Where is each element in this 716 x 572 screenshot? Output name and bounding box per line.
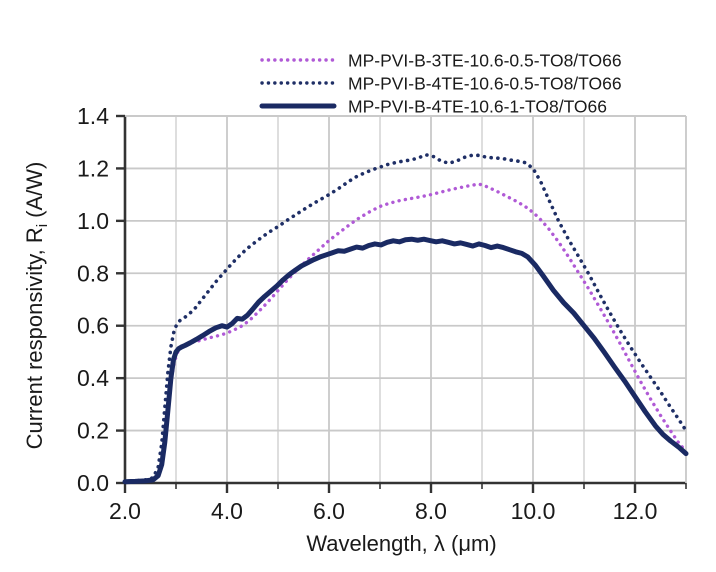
x-tick-label: 2.0 bbox=[109, 498, 141, 524]
x-tick-label: 6.0 bbox=[313, 498, 345, 524]
data-series bbox=[122, 153, 689, 485]
x-tick-label: 12.0 bbox=[613, 498, 658, 524]
x-tick-labels: 2.0 4.0 6.0 8.0 10.0 12.0 bbox=[109, 498, 657, 524]
y-tick-label: 0.0 bbox=[77, 470, 109, 496]
x-tick-label: 8.0 bbox=[415, 498, 447, 524]
y-tick-labels: 0.0 0.2 0.4 0.6 0.8 1.0 1.2 1.4 bbox=[77, 103, 109, 496]
chart-legend[interactable]: MP-PVI-B-3TE-10.6-0.5-TO8/TO66 MP-PVI-B-4… bbox=[259, 51, 622, 117]
x-axis-title: Wavelength, λ (μm) bbox=[306, 531, 496, 556]
x-tick-label: 4.0 bbox=[211, 498, 243, 524]
y-tick-label: 0.6 bbox=[77, 313, 109, 339]
series-line-2 bbox=[123, 153, 688, 484]
y-tick-label: 0.4 bbox=[77, 365, 109, 391]
legend-label-1[interactable]: MP-PVI-B-3TE-10.6-0.5-TO8/TO66 bbox=[348, 51, 622, 71]
y-tick-label: 1.2 bbox=[77, 155, 109, 181]
y-axis-title: Current responsivity, Ri (A/W) bbox=[22, 162, 51, 450]
y-tick-label: 0.2 bbox=[77, 418, 109, 444]
x-tick-label: 10.0 bbox=[511, 498, 556, 524]
y-tick-label: 1.0 bbox=[77, 208, 109, 234]
axis-lines bbox=[123, 115, 687, 485]
axis-ticks bbox=[116, 114, 687, 493]
series-line-3 bbox=[122, 236, 689, 485]
legend-label-2[interactable]: MP-PVI-B-4TE-10.6-0.5-TO8/TO66 bbox=[348, 74, 622, 94]
y-tick-label: 1.4 bbox=[77, 103, 109, 129]
axis-titles: Wavelength, λ (μm) Current responsivity, … bbox=[22, 162, 497, 556]
y-tick-label: 0.8 bbox=[77, 260, 109, 286]
legend-label-3[interactable]: MP-PVI-B-4TE-10.6-1-TO8/TO66 bbox=[348, 97, 607, 117]
